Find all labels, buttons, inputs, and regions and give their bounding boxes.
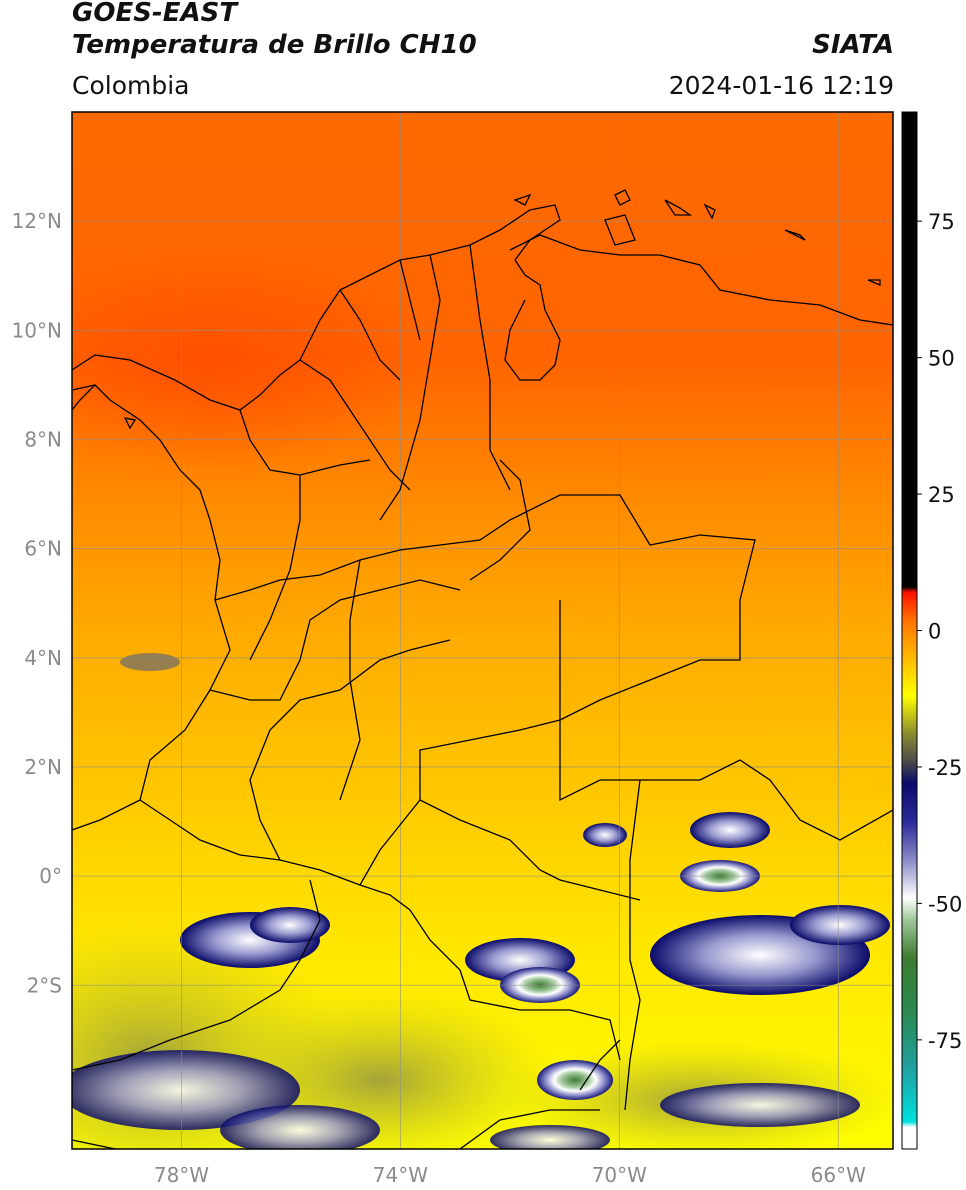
cloud-system [790,905,890,945]
coastlines-borders [72,189,893,1149]
satellite-title: GOES-EAST [72,0,238,28]
colorbar-tick-label: 0 [928,620,941,644]
cloud-system [120,653,180,671]
colorbar-ticks: 75 50 25 0 -25 -50 -75 [917,210,962,1053]
cloud-system [537,1060,613,1100]
colorbar-tick-label: 75 [928,210,955,234]
cloud-system [250,907,330,943]
map-panel [72,112,893,1149]
cloud-system [72,1050,300,1130]
cloud-system [490,1125,610,1149]
cloud-system [220,1105,380,1149]
lat-tick-label: 4°N [24,646,62,670]
lat-tick-label: 10°N [12,318,62,342]
cloud-system [660,1083,860,1127]
lat-tick-label: 2°S [27,973,62,997]
region-label: Colombia [72,71,190,100]
colorbar-tick-label: 25 [928,483,955,507]
latitude-axis: 12°N 10°N 8°N 6°N 4°N 2°N 0° 2°S [12,209,62,997]
colorbar-tick-label: -25 [928,756,962,780]
graticule [72,112,893,1149]
cloud-system [690,812,770,848]
colorbar-tick-label: -75 [928,1029,962,1053]
lat-tick-label: 2°N [24,755,62,779]
longitude-axis: 78°W 74°W 70°W 66°W [154,1163,866,1187]
colorbar-tick-label: 50 [928,347,955,371]
lat-tick-label: 12°N [12,209,62,233]
lat-tick-label: 6°N [24,537,62,561]
brand-label: SIATA [812,30,894,60]
colorbar: 75 50 25 0 -25 -50 -75 [901,111,962,1150]
warm-region [72,250,430,470]
map-frame [71,111,894,1150]
lat-tick-label: 8°N [24,427,62,451]
lon-tick-label: 78°W [154,1163,209,1187]
lon-tick-label: 66°W [811,1163,866,1187]
cloud-system [583,823,627,847]
colorbar-tick-label: -50 [928,892,962,916]
colorbar-ramp [902,112,917,1149]
lon-tick-label: 70°W [592,1163,647,1187]
timestamp-label: 2024-01-16 12:19 [668,71,894,100]
lat-tick-label: 0° [39,864,62,888]
lon-tick-label: 74°W [373,1163,428,1187]
product-title: Temperatura de Brillo CH10 [72,30,477,60]
